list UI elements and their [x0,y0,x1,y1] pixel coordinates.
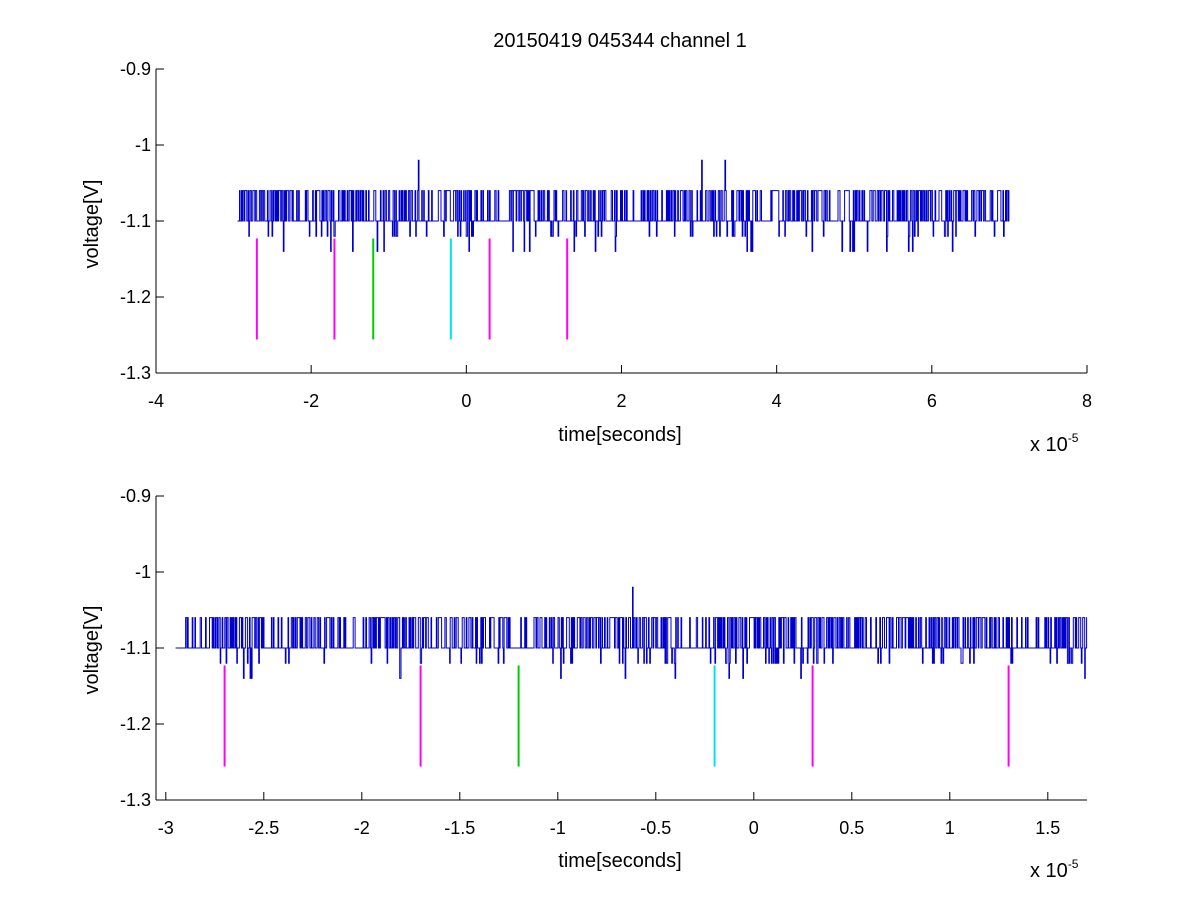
figure-title: 20150419 045344 channel 1 [493,30,747,52]
bottom-x-tick-label: 1.5 [1035,818,1060,838]
top-y-tick-label: -1.2 [120,287,151,307]
top-x-tick-label: -4 [148,391,164,411]
bottom-y-tick-label: -1.1 [120,638,151,658]
top-x-tick-label: 6 [927,391,937,411]
top-y-axis-label: voltage[V] [81,180,103,269]
top-y-tick-label: -1 [135,135,151,155]
bottom-axes: -1.3 -1.2 -1.1 -1 -0.9 -3 -2.5 -2 -1.5 -1 -0.5 0 0.… [81,486,1088,882]
bottom-x-exponent-power: -5 [1068,857,1079,871]
top-x-exponent-power: -5 [1068,431,1079,445]
top-x-tick-label: -2 [303,391,319,411]
bottom-axes-y-ticks: -1.3 -1.2 -1.1 -1 -0.9 [120,486,164,810]
bottom-y-tick-label: -1.3 [120,790,151,810]
bottom-x-tick-label: 0 [749,818,759,838]
bottom-voltage-trace [175,586,1088,679]
bottom-x-tick-label: -2.5 [248,818,279,838]
top-axes-marks [237,159,1010,340]
top-axes: -1.3 -1.2 -1.1 -1 -0.9 -4 -2 0 2 4 6 8 time[second… [81,59,1092,456]
top-y-tick-label: -1.1 [120,211,151,231]
bottom-y-tick-label: -1 [135,562,151,582]
bottom-x-exponent-label: x 10-5 [1030,857,1079,882]
bottom-y-tick-label: -1.2 [120,714,151,734]
bottom-x-tick-label: -0.5 [640,818,671,838]
top-y-tick-label: -0.9 [120,59,151,79]
top-x-axis-label: time[seconds] [558,424,681,446]
top-x-tick-label: 4 [772,391,782,411]
top-x-tick-label: 8 [1082,391,1092,411]
top-x-tick-label: 2 [616,391,626,411]
bottom-axes-x-ticks: -3 -2.5 -2 -1.5 -1 -0.5 0 0.5 1 1.5 [158,792,1060,838]
bottom-axes-marks [175,586,1088,767]
bottom-x-tick-label: -1 [550,818,566,838]
bottom-x-tick-label: 0.5 [839,818,864,838]
top-x-exponent-label: x 10-5 [1030,431,1079,456]
bottom-x-tick-label: -3 [158,818,174,838]
bottom-x-exponent-base: x 10 [1030,860,1068,882]
bottom-x-tick-label: -1.5 [444,818,475,838]
top-x-exponent-base: x 10 [1030,434,1068,456]
bottom-y-tick-label: -0.9 [120,486,151,506]
bottom-x-axis-label: time[seconds] [558,850,681,872]
top-voltage-trace [237,159,1010,252]
top-axes-y-ticks: -1.3 -1.2 -1.1 -1 -0.9 [120,59,164,383]
top-axes-x-ticks: -4 -2 0 2 4 6 8 [148,365,1092,411]
top-y-tick-label: -1.3 [120,363,151,383]
bottom-x-tick-label: 1 [945,818,955,838]
bottom-x-tick-label: -2 [354,818,370,838]
top-x-tick-label: 0 [461,391,471,411]
bottom-y-axis-label: voltage[V] [81,606,103,695]
